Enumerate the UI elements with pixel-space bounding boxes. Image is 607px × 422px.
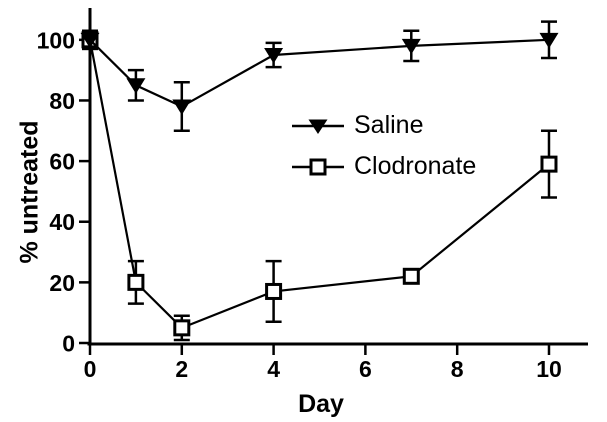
marker-clodronate <box>265 282 283 300</box>
y-tick-label: 0 <box>62 331 75 357</box>
marker-clodronate <box>127 273 145 291</box>
marker-clodronate <box>540 155 558 173</box>
y-tick-label: 40 <box>49 209 75 235</box>
legend-item-saline: Saline <box>291 113 476 138</box>
marker-saline <box>80 32 100 49</box>
x-tick-label: 0 <box>84 356 97 382</box>
x-axis-label: Day <box>298 390 344 418</box>
y-tick-label: 80 <box>49 88 75 114</box>
y-tick-label: 20 <box>49 270 75 296</box>
marker-saline <box>539 32 559 49</box>
marker-saline <box>401 38 421 55</box>
x-tick-label: 4 <box>267 356 280 382</box>
marker-saline <box>264 47 284 64</box>
series-clodronate <box>81 31 558 342</box>
marker-saline <box>126 78 146 94</box>
legend-label-saline: Saline <box>354 111 424 139</box>
y-axis-label: % untreated <box>15 120 44 264</box>
series-line-saline <box>89 38 550 108</box>
series-saline <box>80 20 559 133</box>
x-tick-label: 2 <box>175 356 188 382</box>
x-tick-label: 10 <box>536 356 562 382</box>
legend-label-clodronate: Clodronate <box>354 152 477 180</box>
marker-clodronate <box>402 267 420 285</box>
marker-saline <box>172 99 192 116</box>
x-tick-label: 8 <box>451 356 464 382</box>
y-tick-label: 100 <box>37 27 75 53</box>
saline-marker-icon <box>292 119 344 134</box>
legend: Saline Clodronate <box>291 113 476 179</box>
marker-clodronate <box>173 319 191 337</box>
x-tick-label: 6 <box>359 356 372 382</box>
clodronate-marker-icon <box>292 158 344 175</box>
y-tick-label: 60 <box>49 149 75 175</box>
legend-item-clodronate: Clodronate <box>291 154 476 179</box>
series-line-clodronate <box>88 39 550 330</box>
